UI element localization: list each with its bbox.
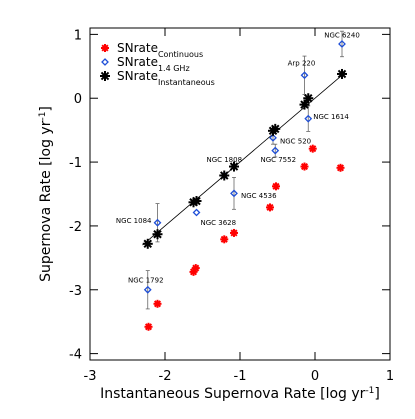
star-stroke xyxy=(304,93,313,103)
legend-marker xyxy=(101,58,109,66)
y-axis-label-end: ] xyxy=(38,106,54,111)
point-label: NGC 520 xyxy=(280,137,311,145)
star-marker xyxy=(308,144,317,153)
diamond-marker xyxy=(153,218,162,227)
x-tick-label: 0 xyxy=(311,369,319,384)
star-stroke xyxy=(144,323,153,331)
star-stroke xyxy=(229,162,239,171)
star-marker xyxy=(303,93,314,104)
star-stroke xyxy=(143,239,152,249)
y-axis-label-text: Supernova Rate [log yr xyxy=(38,120,54,282)
star-stroke xyxy=(300,100,309,109)
diamond-marker xyxy=(338,40,346,48)
point-label: NGC 7552 xyxy=(260,156,296,164)
star-stroke xyxy=(153,229,162,239)
y-tick-label: 1 xyxy=(74,28,82,43)
star-stroke xyxy=(309,145,317,153)
star-marker xyxy=(191,196,202,207)
point-label: NGC 6240 xyxy=(324,31,360,39)
star-stroke xyxy=(266,203,274,211)
legend-subscript: 1.4 GHz xyxy=(158,64,190,73)
y-tick-label: 0 xyxy=(74,92,82,107)
star-stroke xyxy=(101,44,109,52)
star-stroke xyxy=(336,164,345,172)
star-stroke xyxy=(100,71,110,81)
legend-subscript: Instantaneous xyxy=(158,78,215,87)
star-marker xyxy=(272,182,280,191)
star-marker xyxy=(270,123,281,134)
star-marker xyxy=(144,322,153,331)
legend-name: SNrate xyxy=(117,41,158,55)
x-axis-label: Instantaneous Supernova Rate [log yr-1] xyxy=(100,386,380,402)
point-label: NGC 1792 xyxy=(128,276,164,284)
x-tick-label: -2 xyxy=(159,369,172,384)
y-tick-label: -4 xyxy=(69,348,82,363)
star-stroke xyxy=(192,196,201,206)
x-axis-label-end: ] xyxy=(374,386,379,402)
reference-line xyxy=(142,72,346,246)
x-tick-label: -3 xyxy=(84,369,97,384)
star-marker xyxy=(142,238,153,249)
diamond-marker xyxy=(300,71,309,80)
point-label: NGC 1084 xyxy=(116,217,152,225)
star-marker xyxy=(266,203,274,212)
star-marker xyxy=(229,161,239,172)
star-stroke xyxy=(337,69,347,79)
star-marker xyxy=(337,68,347,79)
star-stroke xyxy=(153,300,162,308)
star-marker xyxy=(299,99,310,110)
star-marker xyxy=(336,163,345,172)
star-marker xyxy=(230,228,238,237)
star-stroke xyxy=(220,171,229,180)
y-axis-label: Supernova Rate [log yr-1] xyxy=(38,106,54,282)
y-tick-label: -2 xyxy=(69,220,82,235)
x-axis-label-sup: -1 xyxy=(365,386,374,396)
star-stroke xyxy=(230,229,238,237)
legend-name: SNrate xyxy=(117,55,158,69)
legend-marker xyxy=(101,44,109,52)
legend-name: SNrate xyxy=(117,69,158,83)
point-label: NGC 3628 xyxy=(201,219,237,227)
star-marker xyxy=(220,235,229,244)
point-label: Arp 220 xyxy=(288,60,316,68)
legend-label: SNrate1.4 GHz xyxy=(117,55,190,73)
y-axis-label-sup: -1 xyxy=(38,112,48,121)
legend-marker xyxy=(100,71,110,81)
point-label: NGC 1614 xyxy=(313,113,349,121)
point-label: NGC 1808 xyxy=(206,156,242,164)
star-marker xyxy=(153,299,162,308)
diamond-marker xyxy=(192,208,201,217)
diamond-marker xyxy=(230,189,238,198)
star-marker xyxy=(152,229,163,240)
y-tick-label: -1 xyxy=(69,156,82,171)
x-axis-label-text: Instantaneous Supernova Rate [log yr xyxy=(100,386,366,402)
star-stroke xyxy=(220,235,228,243)
point-label: NGC 4536 xyxy=(241,192,277,200)
star-stroke xyxy=(272,182,280,190)
legend-label: SNrateContinuous xyxy=(117,41,203,59)
star-stroke xyxy=(271,124,280,134)
diamond-marker xyxy=(269,133,277,142)
star-marker xyxy=(191,264,200,273)
x-tick-label: -1 xyxy=(234,369,247,384)
diamond-marker xyxy=(304,114,313,123)
star-stroke xyxy=(300,163,309,171)
y-tick-label: -3 xyxy=(69,284,82,299)
x-tick-label: 1 xyxy=(386,369,394,384)
diamond-marker xyxy=(143,285,152,294)
star-marker xyxy=(300,162,309,171)
star-stroke xyxy=(192,264,200,272)
legend-subscript: Continuous xyxy=(158,50,203,59)
star-marker xyxy=(219,170,230,181)
legend-label: SNrateInstantaneous xyxy=(117,69,215,87)
diamond-marker xyxy=(271,146,280,155)
